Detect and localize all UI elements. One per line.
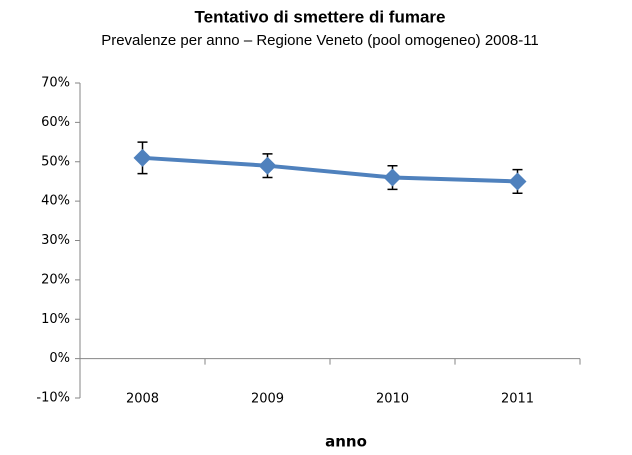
chart-title: Tentativo di smettere di fumare (195, 7, 446, 26)
y-tick-label: 10% (41, 312, 70, 327)
x-tick-label: 2009 (251, 392, 284, 407)
x-tick-label: 2008 (126, 392, 159, 407)
series-line (142, 155, 518, 184)
y-tick-label: 30% (41, 233, 70, 248)
y-tick-label: 50% (41, 154, 70, 169)
y-tick-label: 0% (49, 351, 70, 366)
x-axis-title: anno (325, 433, 367, 451)
chart-subtitle: Prevalenze per anno – Regione Veneto (po… (101, 32, 539, 49)
y-tick-label: 40% (41, 194, 70, 209)
marker (258, 156, 277, 175)
y-tick-label: 60% (41, 115, 70, 130)
y-tick-label: -10% (36, 391, 70, 406)
marker (508, 172, 527, 191)
marker (383, 168, 402, 187)
y-tick-label: 20% (41, 272, 70, 287)
y-tick-label: 70% (41, 76, 70, 91)
x-tick-label: 2011 (501, 392, 534, 407)
x-tick-label: 2010 (376, 392, 409, 407)
marker (133, 148, 152, 167)
